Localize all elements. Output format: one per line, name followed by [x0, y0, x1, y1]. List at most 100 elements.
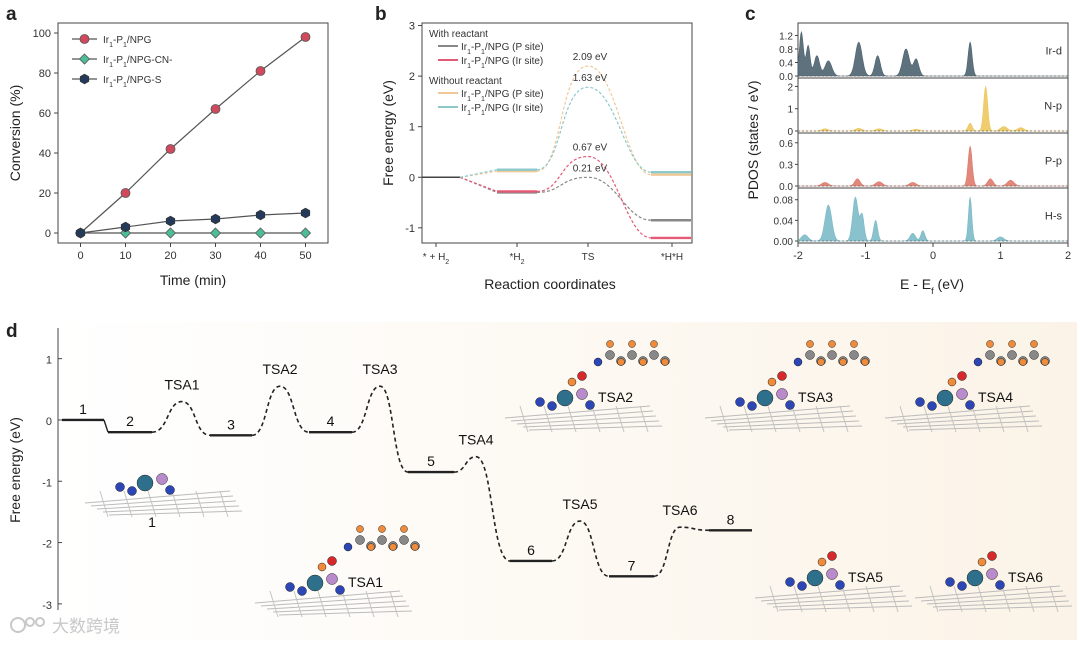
structure-lattice-line	[1049, 585, 1059, 613]
panel-c-subplot-frame	[797, 132, 1069, 189]
panel-a-point	[165, 144, 176, 154]
panel-a-point	[210, 104, 221, 114]
panel-d-ytick-label: -2	[42, 539, 52, 551]
hydrogen-atom	[378, 525, 386, 533]
panel-a-point	[164, 227, 177, 239]
structure-lattice-line	[84, 490, 231, 504]
nitrogen-atom	[747, 401, 757, 411]
panel-c-ytick-label: 0.00	[774, 237, 794, 248]
panel-a-point	[255, 209, 266, 221]
structure-lattice-line	[932, 600, 1070, 608]
structure-lattice-line	[615, 405, 625, 433]
hydrogen-atom	[356, 525, 364, 533]
hydrogen-atom	[817, 358, 825, 366]
iridium-atom	[936, 389, 954, 407]
nitrogen-atom	[585, 400, 595, 410]
structure-lattice-line	[722, 420, 860, 428]
structure-lattice-line	[920, 590, 1064, 602]
structure-lattice-line	[890, 410, 1034, 422]
phosphorus-atom	[776, 388, 788, 400]
panel-b-legend-label: Ir1-P1/NPG (P site)	[461, 42, 544, 56]
panel-a-ytick-label: 0	[45, 228, 51, 240]
nitrogen-atom	[995, 580, 1005, 590]
panel-b-legend-label-part: 1	[481, 96, 485, 103]
structure-label: TSA6	[1008, 569, 1043, 585]
panel-d-barrier-tsa3	[351, 385, 409, 473]
panel-b-legend-label-part: -P	[471, 103, 481, 114]
panel-a-xtick-label: 10	[119, 250, 131, 262]
structure-lattice-line	[793, 585, 803, 613]
structure-lattice-line	[902, 420, 1040, 428]
panel-a-point	[75, 227, 86, 239]
panel-c-pdos-area	[798, 145, 1068, 187]
structure-lattice-line	[914, 585, 1061, 599]
panel-b-legend-label-part: /NPG (Ir site)	[485, 103, 543, 114]
structure-lattice-line	[90, 495, 234, 507]
hydrogen-atom	[661, 358, 669, 366]
carbon-atom	[849, 350, 859, 360]
panel-a-point	[300, 207, 311, 219]
panel-b-xtick-label: * + H2	[423, 252, 450, 266]
carbon-atom	[399, 535, 409, 545]
panel-c-ytick-label: 0.04	[774, 216, 794, 227]
hydrogen-atom	[411, 543, 419, 551]
nitrogen-atom	[115, 482, 125, 492]
structure-lattice-line	[519, 405, 529, 433]
structure-lattice-line	[926, 595, 1067, 605]
watermark-logo-icon-dot	[25, 617, 35, 627]
panel-a-series-line	[80, 212, 306, 234]
structure-label: TSA4	[978, 389, 1013, 405]
nitrogen-atom	[593, 357, 603, 367]
structure-lattice-line	[716, 415, 857, 425]
structure-lattice-line	[929, 585, 939, 613]
phosphorus-atom	[156, 473, 168, 485]
panel-b-xtick-label: *H2	[509, 252, 524, 266]
structure-tsa3: TSA3	[704, 340, 870, 433]
phosphorus-atom	[956, 388, 968, 400]
structure-lattice-line	[365, 590, 375, 618]
hydrogen-atom	[1008, 340, 1016, 348]
structure-lattice-line	[317, 590, 327, 618]
hydrogen-atom	[850, 340, 858, 348]
oxygen-atom	[327, 556, 337, 566]
panel-c-subplots: 0.00.40.81.2Ir-d012N-p0.00.30.6P-p0.000.…	[774, 22, 1071, 262]
panel-c-xtick-label: 0	[930, 250, 936, 262]
panel-d-ytick-label: 0	[46, 416, 52, 428]
panel-b-legend-label-part: 1	[467, 96, 471, 103]
panel-a-legend-marker	[78, 53, 91, 65]
panel-c-ytick-label: 0.0	[779, 182, 793, 193]
panel-a-legend-label-part: 1	[123, 42, 127, 49]
panel-c-ytick-label: 0.4	[779, 58, 793, 69]
structure-lattice-line	[171, 490, 181, 518]
panel-b-legend-label-part: 1	[467, 49, 471, 56]
panel-d-state-labels: 1 2 3 4 5 6 7 8 TSA1 TSA2 TSA3 TSA4 TSA5 TSA6	[79, 361, 735, 573]
oxygen-atom	[957, 371, 967, 381]
panel-b-barrier-label: 1.63 eV	[573, 73, 608, 84]
oxygen-atom	[827, 551, 837, 561]
watermark-logo-icon	[10, 617, 26, 633]
panel-b-legend-label-part: /NPG (P site)	[485, 42, 544, 53]
nitrogen-atom	[785, 400, 795, 410]
watermark-logo-icon-dot2	[35, 617, 45, 627]
panel-b-legend-label-part: -P	[471, 89, 481, 100]
nitrogen-atom	[957, 581, 967, 591]
panel-b-barrier-labels: 0.21 eV 0.67 eV 2.09 eV 1.63 eV	[573, 52, 608, 174]
panel-a-legend-label-part: Ir	[103, 55, 110, 66]
nitrogen-atom	[973, 357, 983, 367]
panel-b-xtick-label-part: *H*H	[661, 252, 683, 263]
phosphorus-atom	[826, 568, 838, 580]
structure-lattice-line	[839, 405, 849, 433]
carbon-atom	[649, 350, 659, 360]
structure-lattice-line	[510, 410, 654, 422]
panel-b-xtick-label: TS	[582, 252, 595, 263]
panel-b-legend-label-part: -P	[471, 42, 481, 53]
panel-c-subplot-frame	[797, 187, 1069, 244]
panel-b-legend-label: Ir1-P1/NPG (Ir site)	[461, 103, 543, 117]
panel-d-barrier-tsa5	[551, 520, 610, 578]
panel-c-xtick-label: 2	[1065, 250, 1071, 262]
panel-a-point	[209, 227, 222, 239]
panel-c-xlabel-part: (eV)	[934, 276, 964, 292]
